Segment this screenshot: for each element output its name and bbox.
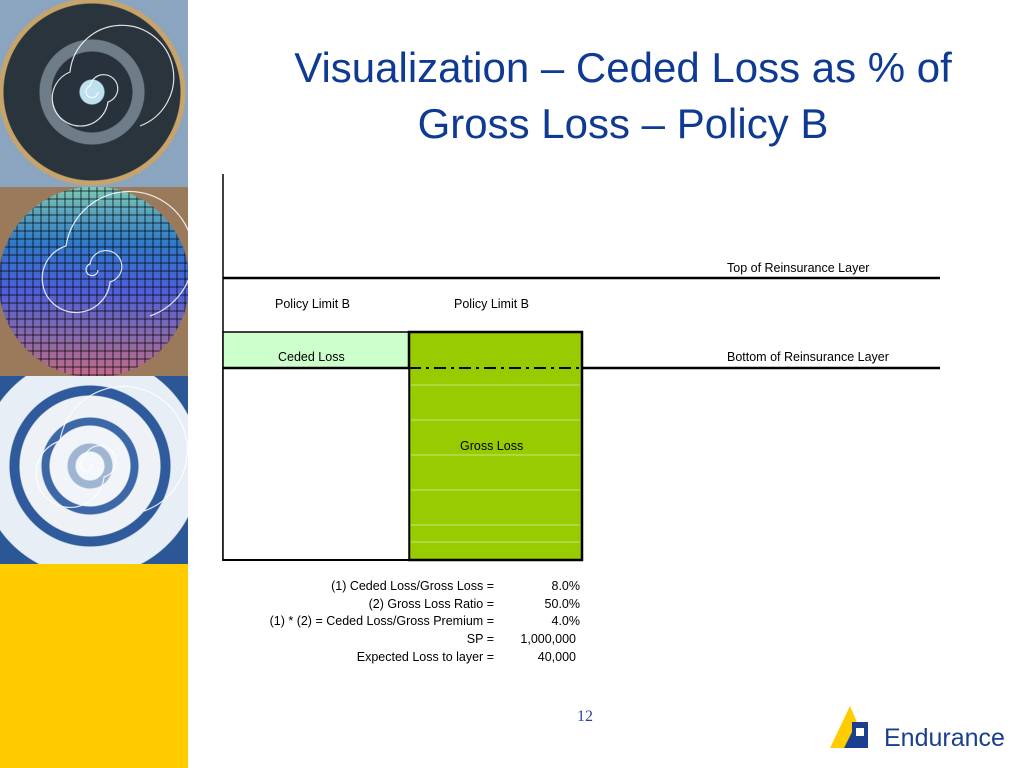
calc-value: 40,000 — [537, 650, 576, 664]
slide-title-line2: Gross Loss – Policy B — [417, 100, 829, 147]
calc-value: 4.0% — [551, 614, 581, 628]
policy-limit-left-label: Policy Limit B — [275, 297, 351, 311]
gold-panel — [0, 564, 188, 768]
policy-limit-right-label: Policy Limit B — [454, 297, 530, 311]
page-number: 12 — [577, 708, 593, 725]
gross-loss-stripes — [411, 384, 580, 543]
ceded-loss-box — [222, 331, 410, 369]
bottom-layer-label: Bottom of Reinsurance Layer — [727, 350, 889, 364]
calc-label: Expected Loss to layer = — [356, 650, 494, 664]
calc-label: (2) Gross Loss Ratio = — [368, 597, 494, 611]
endurance-logo-icon — [830, 706, 868, 748]
calc-value: 8.0% — [551, 579, 581, 593]
slide-title: Visualization – Ceded Loss as % of Gross… — [228, 40, 1018, 152]
calc-label: SP = — [466, 632, 494, 646]
wafer-image — [0, 187, 188, 376]
slide-title-line1: Visualization – Ceded Loss as % of — [294, 44, 952, 91]
ceded-loss-label: Ceded Loss — [278, 350, 345, 364]
logo-text: Endurance — [884, 724, 1005, 752]
spiral-overlay-icon — [35, 24, 188, 512]
turbine-image — [0, 0, 188, 187]
storm-image — [0, 376, 188, 564]
calc-label: (1) * (2) = Ceded Loss/Gross Premium = — [269, 614, 494, 628]
calc-value: 50.0% — [544, 597, 580, 611]
calc-label: (1) Ceded Loss/Gross Loss = — [331, 579, 494, 593]
gross-loss-label: Gross Loss — [460, 439, 524, 453]
calc-value: 1,000,000 — [520, 632, 576, 646]
lower-left-box — [222, 367, 410, 561]
top-layer-label: Top of Reinsurance Layer — [727, 261, 870, 275]
